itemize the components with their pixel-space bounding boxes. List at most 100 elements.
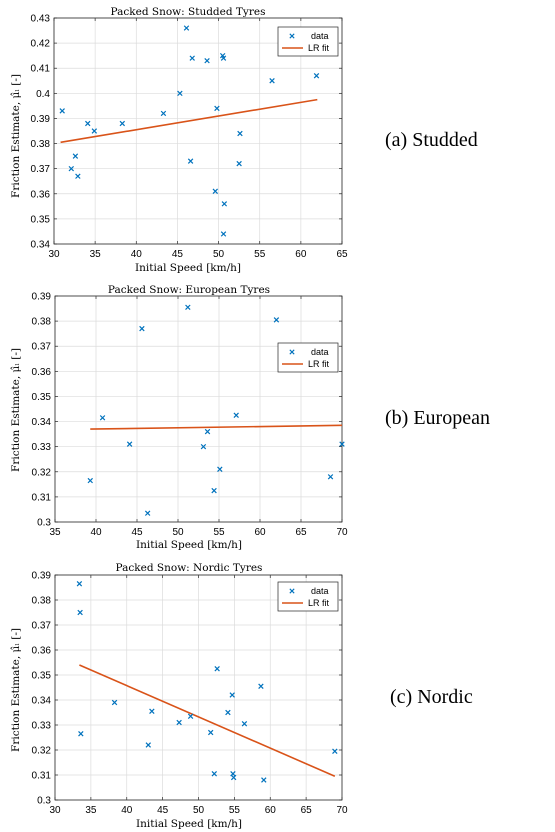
data-point — [225, 709, 231, 716]
data-point — [214, 666, 220, 672]
data-point — [160, 110, 167, 117]
x-tick-label: 60 — [265, 805, 277, 816]
y-tick-label: 0.31 — [32, 492, 52, 503]
x-tick-label: 55 — [229, 805, 241, 816]
data-point — [237, 130, 243, 137]
data-point — [149, 708, 155, 714]
y-tick-label: 0.38 — [32, 317, 52, 328]
data-point — [78, 731, 84, 737]
x-tick-label: 50 — [172, 527, 184, 538]
data-point — [126, 441, 133, 447]
legend-label-fit: LR fit — [308, 359, 330, 369]
x-tick-label: 65 — [336, 249, 348, 260]
data-point — [211, 771, 218, 777]
data-point — [273, 317, 280, 323]
x-axis-label: Initial Speed [km/h] — [136, 818, 242, 830]
data-point — [230, 774, 237, 781]
data-point — [189, 55, 195, 61]
y-tick-label: 0.35 — [32, 671, 52, 682]
data-point — [211, 487, 217, 494]
data-point — [139, 325, 145, 332]
legend-box — [277, 26, 339, 57]
data-point — [75, 173, 81, 179]
plot-area — [55, 296, 342, 522]
data-point — [85, 120, 91, 127]
legend-data-marker — [289, 588, 295, 594]
y-axis-label: Friction Estimate, μ̂ₗ [-] — [10, 628, 22, 752]
data-point — [187, 158, 194, 164]
y-tick-label: 0.36 — [32, 646, 52, 657]
data-point — [87, 477, 93, 484]
x-tick-label: 45 — [157, 805, 169, 816]
y-tick-label: 0.3 — [37, 796, 51, 807]
y-tick-label: 0.39 — [31, 114, 51, 125]
y-tick-label: 0.31 — [32, 771, 52, 782]
legend-data-marker — [289, 349, 295, 355]
y-tick-label: 0.39 — [32, 292, 52, 303]
y-tick-label: 0.37 — [32, 342, 52, 353]
data-point — [77, 609, 83, 616]
data-point — [76, 581, 83, 587]
data-point — [236, 160, 242, 167]
data-point — [221, 201, 228, 207]
data-point — [327, 474, 334, 480]
y-axis-label: Friction Estimate, μ̂ₗ [-] — [10, 74, 22, 198]
data-point — [177, 90, 183, 97]
x-axis-label: Initial Speed [km/h] — [136, 539, 242, 551]
x-tick-label: 55 — [213, 527, 225, 538]
data-point — [185, 304, 191, 311]
lr-fit-line — [79, 664, 336, 777]
panel-studded: Packed Snow: Studded Tyres Initial Speed… — [10, 6, 478, 274]
data-point — [187, 713, 194, 719]
x-tick-label: 30 — [48, 249, 60, 260]
y-tick-label: 0.34 — [31, 240, 51, 251]
data-point — [214, 105, 220, 112]
x-tick-label: 40 — [121, 805, 133, 816]
legend-data-marker — [289, 33, 295, 39]
y-tick-label: 0.36 — [31, 189, 51, 200]
y-tick-label: 0.39 — [32, 571, 52, 582]
panel-nordic: Packed Snow: Nordic Tyres Initial Speed … — [10, 562, 473, 830]
y-tick-label: 0.32 — [32, 746, 52, 757]
x-tick-label: 45 — [131, 527, 143, 538]
y-tick-label: 0.34 — [32, 696, 52, 707]
lr-fit-line — [60, 98, 318, 144]
caption: (b) European — [385, 407, 490, 429]
data-point — [233, 412, 239, 419]
x-tick-label: 50 — [193, 805, 205, 816]
data-point — [91, 128, 98, 134]
data-point — [269, 78, 275, 84]
caption: (c) Nordic — [390, 686, 473, 708]
y-tick-label: 0.35 — [32, 392, 52, 403]
y-tick-label: 0.33 — [32, 721, 52, 732]
data-point — [217, 466, 223, 472]
axes-box — [53, 17, 343, 245]
data-point — [68, 165, 75, 172]
legend-label-data: data — [311, 347, 329, 357]
data-point — [119, 120, 126, 127]
y-tick-label: 0.37 — [32, 621, 52, 632]
x-axis-label: Initial Speed [km/h] — [135, 262, 241, 274]
y-tick-label: 0.41 — [31, 64, 51, 75]
legend-box — [277, 581, 339, 612]
y-tick-label: 0.34 — [32, 417, 52, 428]
data-point — [111, 699, 118, 706]
x-tick-label: 40 — [90, 527, 102, 538]
data-point — [144, 510, 151, 516]
data-point — [339, 441, 345, 447]
data-point — [99, 415, 106, 421]
data-point — [313, 73, 320, 79]
data-point — [204, 57, 210, 64]
data-point — [332, 748, 338, 754]
data-point — [258, 683, 264, 689]
caption: (a) Studded — [385, 129, 478, 151]
x-tick-label: 30 — [49, 805, 61, 816]
x-tick-label: 65 — [301, 805, 313, 816]
x-tick-label: 70 — [336, 527, 348, 538]
data-point — [207, 729, 214, 736]
y-tick-label: 0.37 — [31, 164, 51, 175]
data-point — [200, 443, 207, 450]
legend-label-data: data — [311, 31, 329, 41]
panel-european: Packed Snow: European Tyres Initial Spee… — [10, 284, 490, 551]
